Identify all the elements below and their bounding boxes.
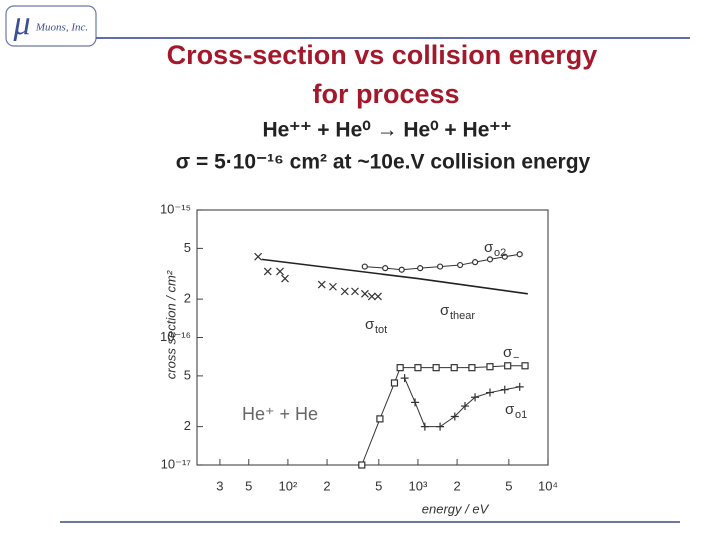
data-point — [436, 422, 445, 431]
reaction: He⁺⁺ + He⁰ → He⁰ + He⁺⁺ — [262, 119, 511, 142]
series-label-subscript: − — [513, 352, 519, 364]
data-point — [504, 362, 512, 370]
data-point — [376, 415, 384, 423]
series-label-subscript: tot — [375, 324, 387, 336]
data-point — [486, 256, 494, 263]
series-label: σ — [503, 344, 513, 361]
logo-symbol: μ — [12, 5, 30, 42]
y-tick-label: 10⁻¹⁷ — [161, 456, 192, 471]
data-point — [351, 287, 359, 296]
data-point — [516, 251, 523, 258]
data-point — [374, 292, 382, 301]
data-point — [281, 274, 289, 283]
x-tick-label: 2 — [453, 478, 460, 493]
data-point — [486, 363, 494, 371]
series-line — [364, 253, 520, 271]
title: Cross-section vs collision energy — [167, 40, 598, 70]
data-point — [358, 461, 366, 469]
data-point — [360, 289, 369, 298]
data-point — [468, 364, 476, 372]
x-axis-title: energy / eV — [422, 501, 490, 516]
data-point — [420, 422, 429, 431]
series-line — [404, 377, 520, 428]
data-point — [411, 398, 420, 407]
y-tick-label: 10⁻¹⁶ — [160, 329, 191, 344]
data-point — [521, 362, 529, 370]
data-point — [276, 267, 284, 276]
x-tick-label: 5 — [245, 478, 252, 493]
series-label-subscript: o1 — [515, 409, 527, 421]
data-point — [450, 412, 459, 421]
series-label-subscript: thear — [450, 310, 475, 322]
logo-text: Muons, Inc. — [35, 22, 88, 34]
y-tick-label: 2 — [184, 418, 191, 433]
data-point — [382, 265, 389, 272]
data-point — [340, 287, 349, 296]
x-tick-label: 2 — [323, 478, 330, 493]
data-point — [317, 280, 326, 289]
annotation: He⁺ + He — [242, 404, 318, 424]
data-point — [500, 385, 509, 394]
chart: 10⁻¹⁵ 5 2 10⁻¹⁶ 5 2 10⁻¹⁷ 3 5 10² 2 5 10³ 2 5 10⁴ cross … — [160, 201, 558, 516]
series-label-subscript: o2 — [494, 247, 506, 259]
y-tick-label: 2 — [184, 291, 191, 306]
data-point — [390, 379, 399, 387]
data-point — [367, 292, 376, 301]
series-label: σ — [484, 239, 494, 256]
data-point — [329, 282, 337, 291]
series-label: σ — [440, 302, 450, 319]
series-line — [261, 258, 528, 295]
logo: μ Muons, Inc. — [5, 5, 97, 47]
data-point — [450, 364, 458, 372]
data-point — [471, 393, 480, 402]
data-point — [417, 265, 424, 272]
series-label: σ — [505, 401, 515, 418]
logo-frame — [5, 5, 97, 47]
data-point — [460, 402, 469, 411]
x-tick-label: 10³ — [409, 478, 428, 493]
y-axis-title: cross section / cm² — [163, 270, 178, 379]
data-point — [396, 364, 404, 372]
y-tick-label: 5 — [184, 240, 191, 255]
data-point — [263, 267, 272, 276]
y-tick-label: 10⁻¹⁵ — [160, 201, 191, 216]
y-tick-label: 5 — [184, 367, 191, 382]
data-point — [436, 263, 444, 270]
data-point — [485, 388, 494, 397]
x-tick-label: 5 — [375, 478, 382, 493]
data-point — [501, 253, 508, 260]
data-point — [398, 266, 405, 273]
data-point — [254, 252, 263, 261]
subtitle: σ = 5·10⁻¹⁶ cm² at ~10e.V collision ener… — [176, 151, 591, 174]
x-tick-label: 5 — [505, 478, 512, 493]
data-point — [515, 382, 524, 391]
data-point — [471, 259, 479, 266]
data-point — [361, 263, 368, 270]
x-tick-label: 10² — [279, 478, 298, 493]
data-point — [400, 374, 409, 383]
x-tick-label: 10⁴ — [538, 478, 558, 493]
x-tick-label: 3 — [216, 478, 223, 493]
title: for process — [312, 79, 459, 109]
data-point — [457, 261, 464, 269]
data-point — [414, 364, 422, 372]
data-point — [432, 364, 440, 372]
series-label: σ — [365, 316, 375, 333]
